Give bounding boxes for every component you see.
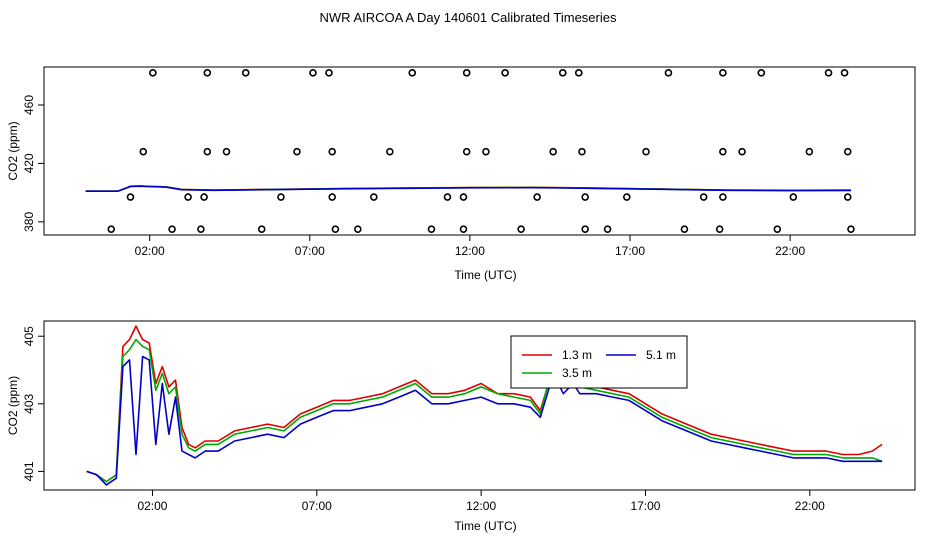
panel-1: 02:00 07:00 12:00 17:00 22:00 380 420 460 Time (… <box>6 66 916 282</box>
legend-label: 5.1 m <box>646 348 676 362</box>
y-tick-label: 420 <box>22 153 36 173</box>
data-point <box>664 69 673 77</box>
x-tick-label: 12:00 <box>455 244 485 258</box>
data-point <box>370 193 378 201</box>
series-line-5-1-m <box>85 185 852 192</box>
data-point <box>462 69 471 77</box>
data-point <box>603 225 612 233</box>
data-point <box>719 147 727 156</box>
data-point <box>623 193 631 201</box>
data-point <box>789 193 798 201</box>
data-point <box>824 69 833 77</box>
x-tick-label: 12:00 <box>466 499 496 513</box>
data-point <box>408 69 417 77</box>
y-axis-label: CO2 (ppm) <box>6 121 20 180</box>
data-point <box>501 69 509 77</box>
x-axis-label: Time (UTC) <box>454 519 516 533</box>
legend-label: 1.3 m <box>562 348 592 362</box>
plot-frame <box>43 66 916 236</box>
data-point <box>847 225 855 233</box>
data-point <box>715 225 724 233</box>
data-point <box>184 193 192 201</box>
y-axis-label: CO2 (ppm) <box>6 376 20 435</box>
data-point <box>719 69 727 77</box>
x-tick-label: 02:00 <box>137 499 167 513</box>
data-point <box>843 193 852 201</box>
x-tick-label: 07:00 <box>302 499 332 513</box>
data-point <box>533 193 541 201</box>
plot-frame <box>43 320 916 491</box>
y-tick-label: 405 <box>22 326 36 346</box>
x-tick-label: 02:00 <box>135 244 165 258</box>
x-tick-label: 22:00 <box>775 244 805 258</box>
data-point <box>427 225 436 233</box>
y-tick-label: 380 <box>22 212 36 232</box>
data-point <box>354 225 362 233</box>
data-point <box>462 147 471 156</box>
data-point <box>222 147 231 156</box>
scatter-series <box>107 69 855 233</box>
legend-box <box>510 335 688 389</box>
data-point <box>699 193 708 201</box>
data-point <box>443 193 452 201</box>
data-point <box>482 147 490 156</box>
data-point <box>149 69 157 77</box>
data-point <box>773 225 782 233</box>
data-point <box>328 193 336 201</box>
data-point <box>517 225 525 233</box>
data-point <box>107 225 116 233</box>
y-tick-label: 403 <box>22 393 36 413</box>
data-point <box>581 193 589 201</box>
data-point <box>459 225 468 233</box>
data-point <box>203 69 212 77</box>
figure-title: NWR AIRCOA A Day 140601 Calibrated Times… <box>319 10 617 25</box>
data-point <box>331 225 340 233</box>
data-point <box>139 147 148 156</box>
data-point <box>805 147 814 156</box>
data-point <box>200 193 208 201</box>
data-point <box>578 147 586 156</box>
data-point <box>293 147 301 156</box>
data-point <box>719 193 727 201</box>
data-point <box>386 147 394 156</box>
data-point <box>241 69 250 77</box>
data-point <box>581 225 589 233</box>
data-point <box>459 193 468 201</box>
x-axis-label: Time (UTC) <box>454 268 516 282</box>
data-point <box>843 147 852 156</box>
y-tick-label: 460 <box>22 95 36 115</box>
data-point <box>325 69 333 77</box>
data-point <box>257 225 266 233</box>
panel-2: 02:00 07:00 12:00 17:00 22:00 401 403 405 Time (… <box>6 320 916 533</box>
data-point <box>328 147 336 156</box>
data-point <box>203 147 212 156</box>
series-line-3-5-m <box>86 338 883 483</box>
data-point <box>168 225 176 233</box>
data-point <box>126 193 135 201</box>
legend: 1.3 m 3.5 m 5.1 m <box>510 335 688 389</box>
x-tick-label: 22:00 <box>795 499 825 513</box>
series-line-5-1-m <box>86 355 883 486</box>
x-tick-label: 17:00 <box>630 499 660 513</box>
legend-label: 3.5 m <box>562 366 592 380</box>
x-tick-label: 17:00 <box>615 244 645 258</box>
data-point <box>549 147 557 156</box>
data-point <box>574 69 583 77</box>
data-point <box>840 69 849 77</box>
data-point <box>680 225 689 233</box>
y-tick-label: 401 <box>22 461 36 481</box>
data-point <box>738 147 746 156</box>
data-point <box>277 193 285 201</box>
x-tick-label: 07:00 <box>295 244 325 258</box>
data-point <box>757 69 766 77</box>
data-point <box>309 69 317 77</box>
data-point <box>197 225 205 233</box>
data-point <box>642 147 650 156</box>
data-point <box>558 69 567 77</box>
series-line-1-3-m <box>86 325 883 483</box>
